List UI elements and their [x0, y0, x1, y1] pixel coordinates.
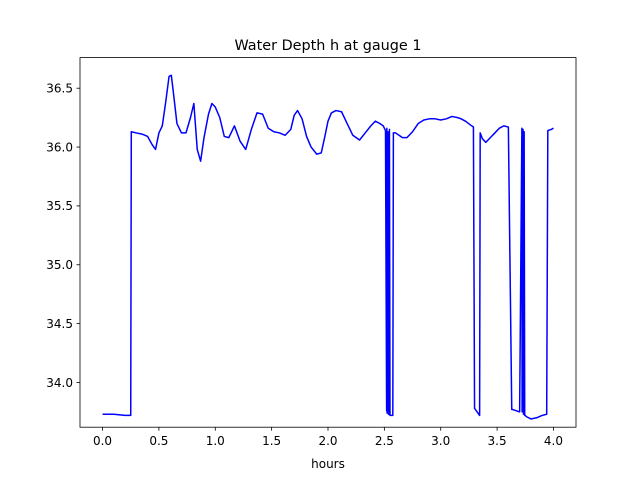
x-axis-title: hours — [311, 457, 345, 471]
x-tick-label: 2.5 — [375, 434, 394, 448]
x-tick-label: 0.0 — [93, 434, 112, 448]
y-tick-label: 36.5 — [46, 82, 73, 96]
x-tick-label: 1.5 — [262, 434, 281, 448]
chart-title: Water Depth h at gauge 1 — [234, 38, 421, 54]
y-tick-label: 34.5 — [46, 317, 73, 331]
y-axis-ticks: 34.0 34.5 35.0 35.5 36.0 36.5 — [46, 82, 80, 390]
series-line — [102, 74, 554, 420]
x-tick-label: 2.0 — [318, 434, 337, 448]
x-tick-label: 4.0 — [544, 434, 563, 448]
y-tick-label: 34.0 — [46, 376, 73, 390]
x-tick-label: 1.0 — [206, 434, 225, 448]
x-tick-label: 3.5 — [488, 434, 507, 448]
x-axis-ticks: 0.0 0.5 1.0 1.5 2.0 2.5 3.0 3.5 4.0 — [93, 427, 563, 448]
y-tick-label: 35.0 — [46, 258, 73, 272]
x-tick-label: 3.0 — [431, 434, 450, 448]
series-layer — [102, 74, 554, 420]
plot-area — [80, 57, 576, 428]
x-tick-label: 0.5 — [149, 434, 168, 448]
y-tick-label: 35.5 — [46, 199, 73, 213]
y-tick-label: 36.0 — [46, 140, 73, 154]
